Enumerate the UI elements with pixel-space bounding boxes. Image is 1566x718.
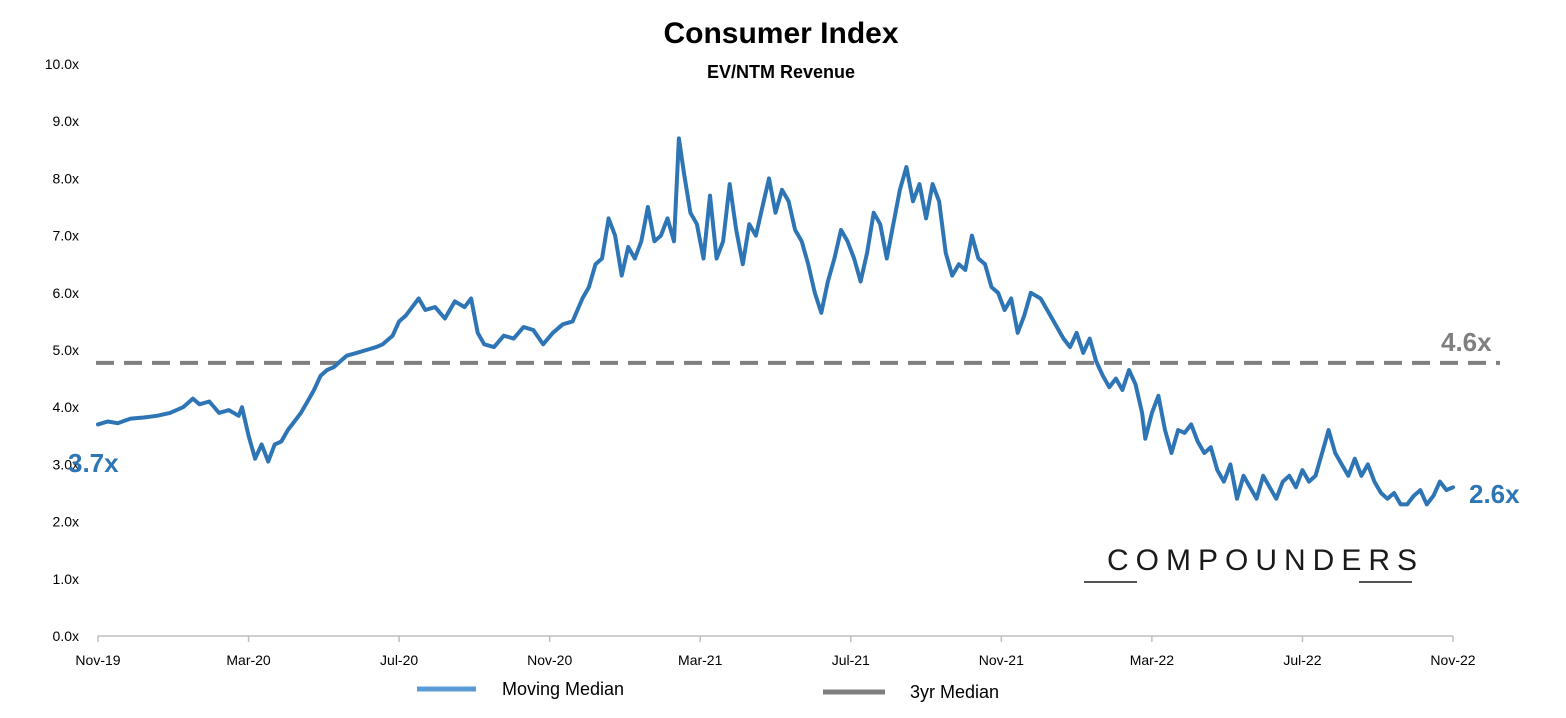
y-tick-label: 5.0x [53, 342, 79, 358]
x-tick-label: Jul-21 [832, 652, 870, 668]
y-tick-label: 1.0x [53, 571, 79, 587]
x-tick-label: Mar-22 [1130, 652, 1175, 668]
y-tick-label: 0.0x [53, 628, 79, 644]
y-tick-label: 4.0x [53, 399, 79, 415]
x-tick-label: Jul-20 [380, 652, 418, 668]
y-tick-label: 8.0x [53, 170, 79, 186]
legend-label-moving-median: Moving Median [502, 679, 624, 699]
x-tick-label: Mar-20 [226, 652, 271, 668]
chart-subtitle: EV/NTM Revenue [707, 62, 855, 82]
x-axis-tick-labels: Nov-19 Mar-20 Jul-20 Nov-20 Mar-21 Jul-21 Nov-… [75, 652, 1475, 668]
y-tick-label: 7.0x [53, 228, 79, 244]
x-tick-label: Nov-19 [75, 652, 120, 668]
y-axis-tick-labels: 0.0x 1.0x 2.0x 3.0x 4.0x 5.0x 6.0x 7.0x 8.0x 9.0x… [45, 56, 79, 644]
x-tick-label: Nov-20 [527, 652, 572, 668]
moving-median-series-line [96, 136, 1455, 507]
end-value-label: 2.6x [1469, 479, 1520, 509]
y-tick-label: 6.0x [53, 285, 79, 301]
legend: Moving Median 3yr Median [417, 679, 999, 702]
y-tick-label: 3.0x [53, 456, 79, 472]
legend-label-3yr-median: 3yr Median [910, 682, 999, 702]
chart-title: Consumer Index [663, 17, 898, 50]
y-tick-label: 10.0x [45, 56, 79, 72]
y-tick-label: 9.0x [53, 113, 79, 129]
start-value-label: 3.7x [68, 448, 119, 478]
x-tick-label: Jul-22 [1283, 652, 1321, 668]
y-tick-label: 2.0x [53, 514, 79, 530]
x-tick-label: Mar-21 [678, 652, 723, 668]
compounders-logo: COMPOUNDERS [1084, 544, 1424, 583]
logo-text: COMPOUNDERS [1107, 544, 1424, 577]
median-value-label: 4.6x [1441, 327, 1492, 357]
x-tick-label: Nov-21 [979, 652, 1024, 668]
x-tick-label: Nov-22 [1430, 652, 1475, 668]
x-axis [97, 635, 1454, 642]
